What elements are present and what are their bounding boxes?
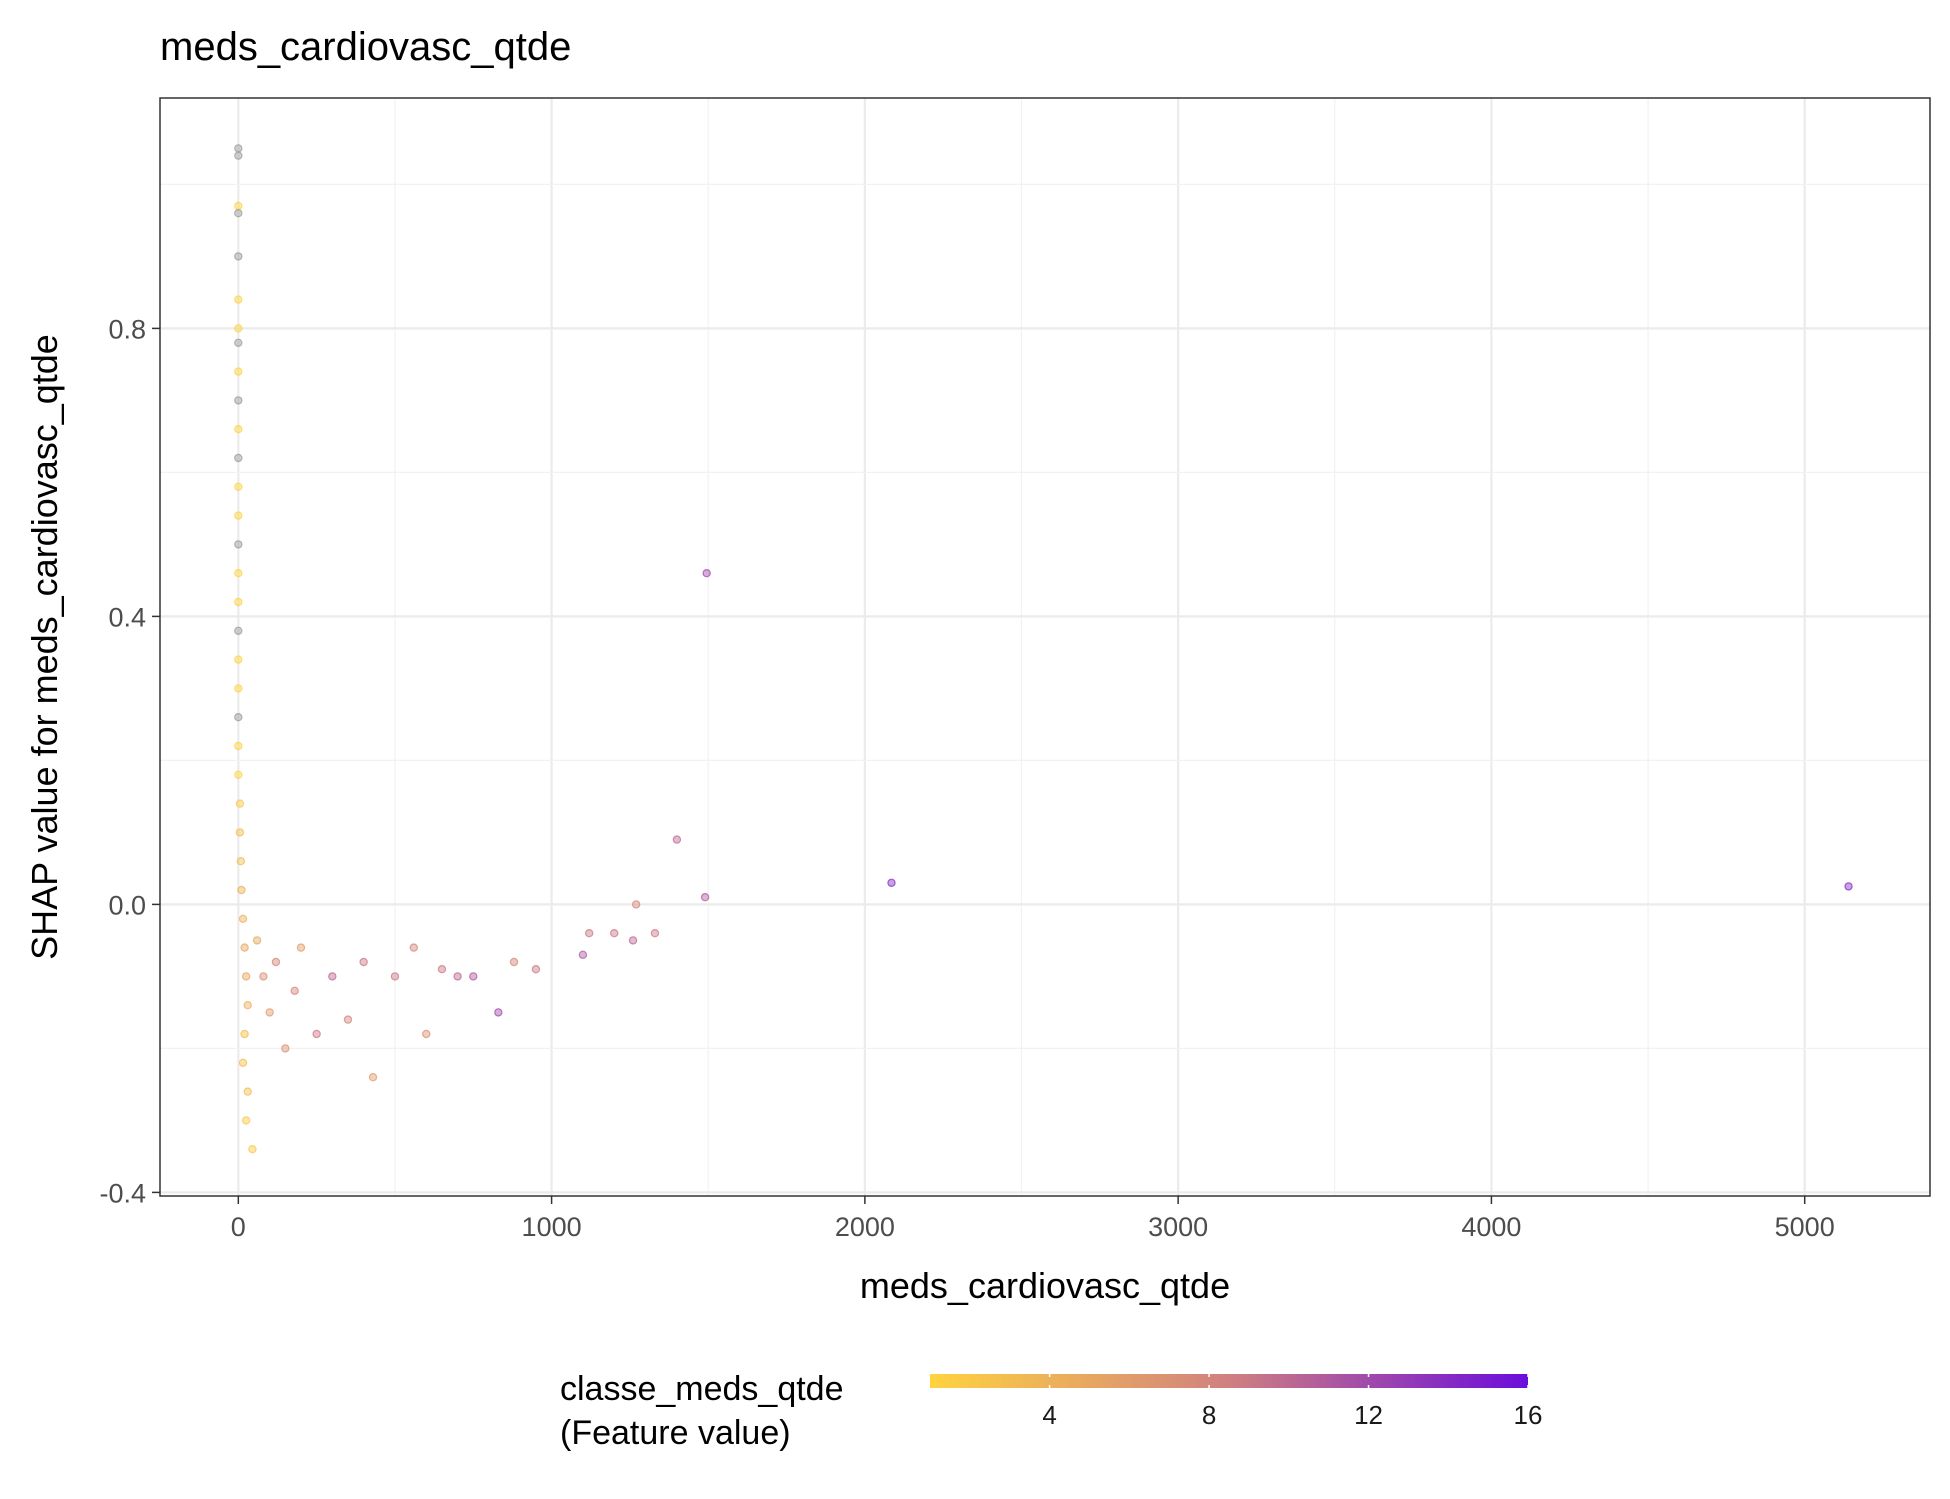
- data-point: [234, 684, 243, 693]
- data-point: [234, 151, 243, 160]
- data-point: [259, 972, 268, 981]
- data-point: [702, 569, 711, 578]
- data-point: [281, 1044, 290, 1053]
- data-point: [234, 741, 243, 751]
- data-point: [234, 208, 243, 218]
- data-point: [234, 713, 243, 722]
- data-point: [271, 957, 281, 967]
- data-point: [241, 972, 251, 981]
- legend-tick-label: 16: [1514, 1400, 1543, 1430]
- data-point: [241, 1116, 251, 1125]
- data-point: [234, 770, 243, 780]
- data-point: [700, 893, 710, 902]
- data-point: [234, 324, 243, 333]
- data-point: [234, 655, 243, 664]
- data-point: [494, 1008, 503, 1017]
- data-point: [234, 295, 243, 304]
- x-tick-label: 4000: [1461, 1212, 1521, 1242]
- data-point: [234, 338, 243, 347]
- data-point: [578, 950, 588, 960]
- legend-title-line2: (Feature value): [560, 1414, 791, 1452]
- data-point: [238, 914, 248, 924]
- data-point: [1844, 882, 1853, 891]
- data-point: [631, 900, 641, 909]
- data-point: [243, 1087, 252, 1096]
- data-point: [469, 972, 478, 981]
- data-point: [243, 1001, 252, 1010]
- data-point: [234, 453, 243, 463]
- data-point: [422, 1029, 431, 1039]
- data-point: [265, 1008, 274, 1017]
- data-point: [650, 929, 660, 938]
- data-point: [234, 252, 243, 261]
- data-point: [390, 972, 400, 981]
- data-point: [234, 540, 243, 549]
- data-point: [312, 1029, 321, 1039]
- data-point: [240, 1029, 249, 1039]
- y-tick-label: 0.8: [108, 314, 146, 344]
- data-point: [234, 201, 243, 211]
- legend-tick-label: 12: [1354, 1400, 1383, 1430]
- data-point: [628, 936, 638, 945]
- data-point: [235, 799, 245, 808]
- x-tick-label: 1000: [522, 1212, 582, 1242]
- x-tick-label: 5000: [1775, 1212, 1835, 1242]
- data-point: [234, 144, 243, 153]
- x-tick-label: 0: [231, 1212, 246, 1242]
- data-point: [237, 885, 246, 895]
- data-point: [584, 929, 594, 938]
- data-point: [409, 943, 418, 952]
- gridlines: [160, 98, 1930, 1196]
- data-point: [531, 965, 541, 974]
- data-point: [296, 943, 306, 952]
- data-point: [234, 425, 243, 434]
- y-tick-label: 0.4: [108, 602, 146, 632]
- data-point: [248, 1144, 257, 1154]
- data-point: [453, 972, 462, 981]
- x-tick-label: 2000: [835, 1212, 895, 1242]
- y-axis: -0.4 0.0 0.4 0.8: [99, 314, 160, 1208]
- data-point: [437, 965, 447, 974]
- data-point: [887, 878, 896, 888]
- data-point: [240, 943, 249, 952]
- data-point: [328, 972, 337, 981]
- data-point: [290, 986, 299, 996]
- data-point: [234, 482, 243, 491]
- x-axis-title: meds_cardiovasc_qtde: [860, 1265, 1230, 1306]
- data-point: [252, 936, 262, 945]
- data-point: [234, 367, 243, 376]
- data-point: [236, 857, 246, 866]
- legend-tick-label: 4: [1042, 1400, 1056, 1430]
- legend-colorbar: [930, 1374, 1528, 1388]
- y-tick-label: 0.0: [108, 890, 146, 920]
- data-point: [234, 626, 243, 636]
- data-point: [234, 511, 243, 520]
- legend-title-line1: classe_meds_qtde: [560, 1370, 844, 1408]
- data-point: [368, 1072, 378, 1082]
- data-point: [509, 957, 519, 967]
- data-point: [359, 957, 368, 967]
- plot-panel: [160, 98, 1930, 1196]
- color-legend: classe_meds_qtde (Feature value) 4 8 12 16: [560, 1370, 1542, 1452]
- legend-tick-label: 8: [1202, 1400, 1216, 1430]
- data-point: [610, 929, 619, 938]
- chart-title: meds_cardiovasc_qtde: [160, 25, 571, 69]
- plot-border: [159, 97, 1931, 1197]
- data-point: [672, 835, 682, 844]
- data-point: [343, 1015, 353, 1024]
- data-point: [234, 597, 243, 607]
- data-point: [238, 1058, 248, 1068]
- legend-ticks: 4 8 12 16: [1042, 1374, 1542, 1430]
- data-point: [235, 828, 245, 837]
- y-tick-label: -0.4: [99, 1178, 146, 1208]
- x-axis: 0 1000 2000 3000 4000 5000: [231, 1196, 1835, 1242]
- x-tick-label: 3000: [1148, 1212, 1208, 1242]
- data-point: [234, 396, 243, 405]
- y-axis-title: SHAP value for meds_cardiovasc_qtde: [24, 334, 65, 960]
- data-point: [234, 569, 243, 578]
- data-points: [234, 144, 1853, 1154]
